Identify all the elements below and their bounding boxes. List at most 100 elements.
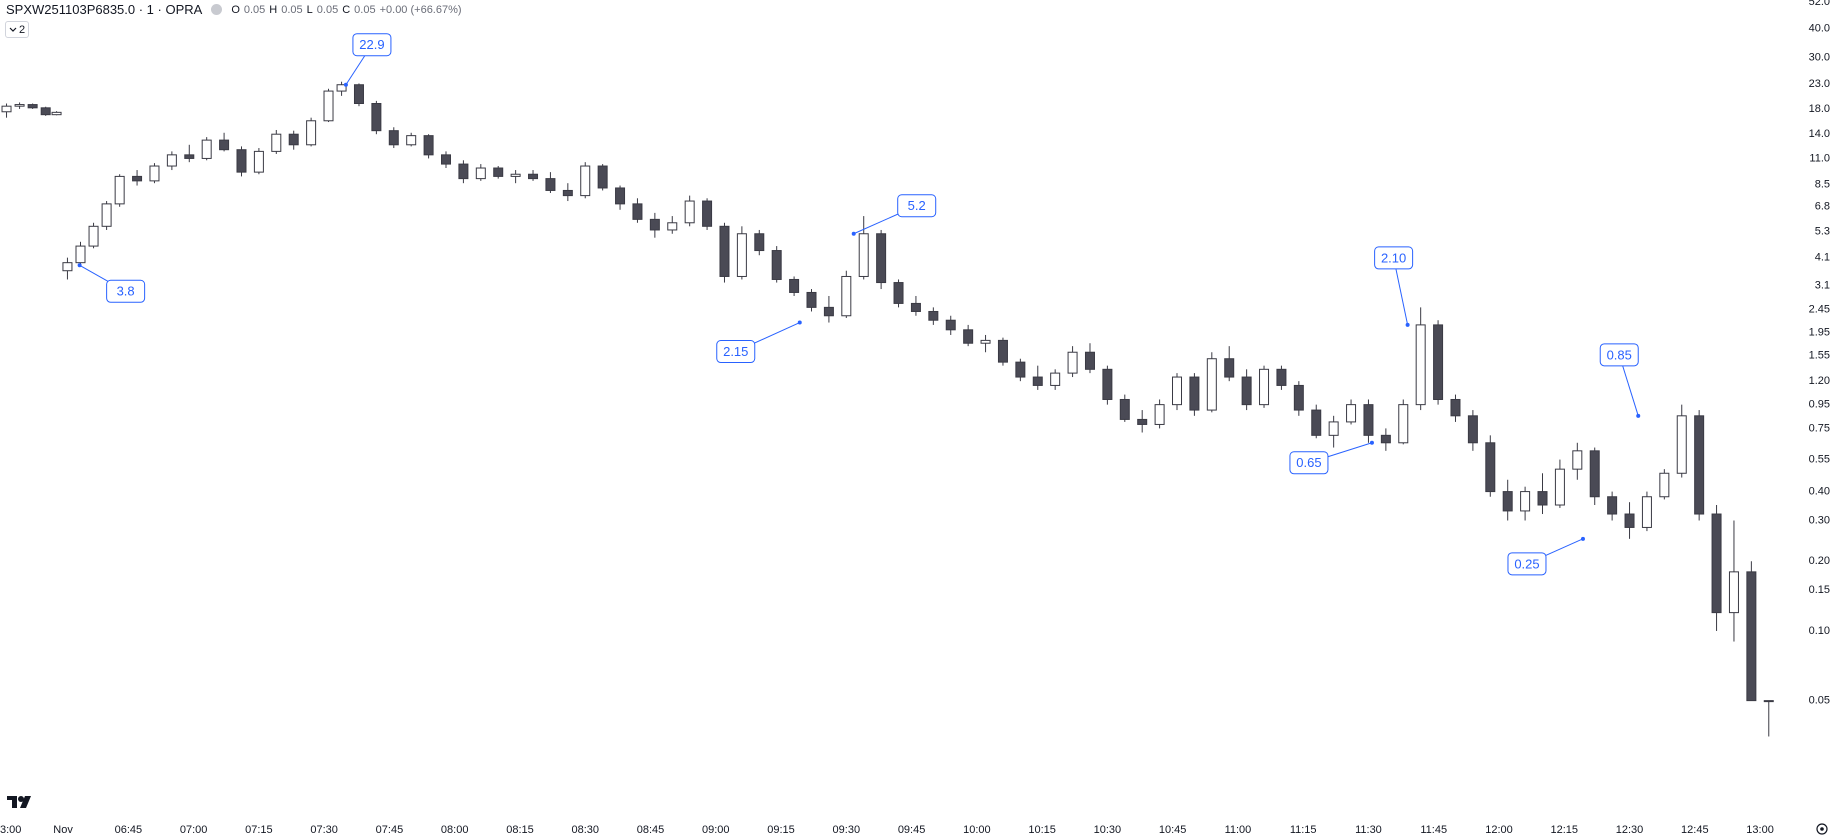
candle-body: [1520, 491, 1531, 512]
x-tick-label: 12:30: [1616, 824, 1644, 836]
candle-body: [40, 107, 51, 116]
x-tick-label: 07:15: [245, 824, 273, 836]
x-tick-label: Nov: [53, 824, 73, 836]
ohlc-label: H: [269, 3, 278, 16]
candle-body: [736, 233, 747, 277]
candle-body: [997, 339, 1008, 363]
candle-body: [132, 175, 143, 182]
candle-body: [1641, 496, 1652, 528]
tv-logo[interactable]: [7, 796, 31, 808]
candle-body: [88, 225, 99, 247]
candle-body: [1241, 376, 1252, 406]
candle-body: [1485, 442, 1496, 493]
x-tick-label: 11:45: [1420, 824, 1447, 836]
candle-body: [580, 165, 591, 197]
ohlc-label: O: [231, 3, 240, 16]
annotation-label: 22.9: [359, 37, 384, 52]
legend-header: SPXW251103P6835.0 · 1 · OPRA O 0.05 H 0.05…: [6, 2, 462, 17]
annotation-point: [797, 320, 802, 325]
x-tick-label: 09:00: [702, 824, 730, 836]
x-tick-label: 3:00: [0, 824, 21, 836]
x-tick-label: 12:15: [1550, 824, 1578, 836]
candle-body: [528, 173, 539, 180]
annotation-point: [1405, 322, 1410, 327]
ohlc-value: 0.05: [281, 3, 303, 16]
candle-body: [1276, 368, 1287, 386]
candle-body: [545, 178, 556, 191]
x-tick-label: 12:00: [1485, 824, 1513, 836]
x-tick-label: 10:15: [1028, 824, 1056, 836]
candle-body: [306, 120, 317, 146]
y-tick-label: 0.40: [1809, 485, 1830, 497]
candle-body: [14, 104, 25, 107]
candle-body: [1763, 700, 1774, 703]
y-tick-label: 18.0: [1809, 103, 1830, 115]
candle-body: [1659, 472, 1670, 498]
candle-body: [371, 102, 382, 132]
y-tick-label: 0.10: [1809, 625, 1830, 637]
x-tick-label: 11:15: [1290, 824, 1317, 836]
candle-body: [51, 111, 62, 116]
y-tick-label: 3.1: [1815, 280, 1830, 292]
annotation-label: 0.65: [1296, 455, 1321, 470]
candle-body: [945, 319, 956, 331]
candle-body: [388, 130, 399, 146]
y-tick-label: 4.1: [1815, 252, 1830, 264]
candle-body: [684, 200, 695, 224]
candle-body: [406, 135, 417, 146]
candle-body: [201, 139, 212, 159]
annotation-box: [1289, 451, 1329, 475]
candle-body: [1554, 468, 1565, 506]
candle-body: [441, 154, 451, 165]
y-tick-label: 0.75: [1809, 422, 1830, 434]
candle-body: [719, 225, 730, 277]
candle-body: [271, 133, 282, 152]
settings-icon[interactable]: [1816, 823, 1828, 835]
y-tick-label: 0.55: [1809, 453, 1830, 465]
ohlc-label: C: [342, 3, 351, 16]
candle-body: [423, 135, 434, 156]
x-tick-label: 10:00: [963, 824, 991, 836]
candle-body: [1015, 361, 1026, 378]
candle-body: [1224, 358, 1235, 378]
y-tick-label: 11.0: [1809, 152, 1830, 164]
candle-body: [1728, 571, 1739, 614]
candle-body: [1050, 372, 1061, 386]
annotation-label: 5.2: [908, 198, 926, 213]
x-tick-label: 11:30: [1355, 824, 1382, 836]
candle-body: [1032, 376, 1043, 386]
candle-body: [1363, 404, 1374, 436]
candle-body: [1537, 491, 1548, 506]
candle-body: [702, 200, 713, 227]
indicators-toggle[interactable]: 2: [5, 21, 29, 38]
y-tick-label: 1.20: [1809, 375, 1830, 387]
candle-body: [1346, 404, 1357, 423]
x-tick-label: 10:30: [1094, 824, 1122, 836]
symbol[interactable]: SPXW251103P6835.0 · 1 · OPRA: [6, 2, 203, 17]
candle-body: [823, 306, 834, 317]
candle-body: [114, 175, 125, 205]
x-tick-label: 07:00: [180, 824, 208, 836]
x-tick-label: 09:30: [833, 824, 861, 836]
candle-body: [288, 133, 299, 146]
candle-body: [1311, 409, 1322, 436]
x-tick-label: 09:45: [898, 824, 926, 836]
candle-body: [928, 310, 939, 321]
x-tick-label: 09:15: [767, 824, 795, 836]
candle-body: [1206, 358, 1217, 411]
candle-body: [75, 245, 86, 264]
y-tick-label: 0.30: [1809, 514, 1830, 526]
candle-body: [1328, 421, 1339, 436]
x-tick-label: 13:00: [1746, 824, 1774, 836]
candle-body: [1502, 491, 1513, 512]
annotation-box: [716, 340, 756, 364]
candle-body: [219, 139, 230, 151]
ohlc-value: 0.05: [316, 3, 339, 16]
y-tick-label: 0.95: [1809, 399, 1830, 411]
candle-body: [1102, 368, 1113, 400]
candle-body: [1067, 351, 1078, 374]
annotation-point: [851, 231, 856, 236]
candle-body: [841, 275, 852, 317]
x-tick-label: 08:45: [637, 824, 665, 836]
